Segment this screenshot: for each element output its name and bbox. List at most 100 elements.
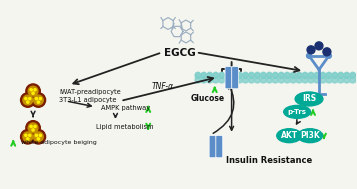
Ellipse shape: [201, 77, 207, 83]
FancyBboxPatch shape: [209, 136, 216, 158]
Ellipse shape: [338, 72, 343, 78]
Ellipse shape: [219, 77, 225, 83]
Text: 3T3-L1 adipocyte: 3T3-L1 adipocyte: [59, 97, 116, 103]
Ellipse shape: [285, 77, 290, 83]
Circle shape: [28, 123, 38, 133]
Ellipse shape: [291, 77, 296, 83]
Circle shape: [26, 121, 40, 135]
Text: TNF-α: TNF-α: [152, 82, 174, 91]
Bar: [195, 73, 356, 82]
Ellipse shape: [237, 77, 242, 83]
Ellipse shape: [267, 72, 272, 78]
Ellipse shape: [296, 72, 302, 78]
Ellipse shape: [219, 72, 225, 78]
Circle shape: [30, 89, 32, 91]
Circle shape: [34, 125, 36, 128]
Text: Lipid metabolism: Lipid metabolism: [96, 124, 153, 130]
Ellipse shape: [284, 105, 311, 118]
Ellipse shape: [278, 77, 284, 83]
Ellipse shape: [207, 77, 212, 83]
Circle shape: [323, 48, 331, 56]
Ellipse shape: [213, 72, 218, 78]
Ellipse shape: [255, 77, 260, 83]
Ellipse shape: [314, 72, 320, 78]
Circle shape: [34, 132, 43, 142]
Text: AKT: AKT: [281, 131, 298, 140]
Circle shape: [28, 86, 38, 96]
Ellipse shape: [356, 72, 357, 78]
Ellipse shape: [237, 72, 242, 78]
Ellipse shape: [302, 72, 308, 78]
FancyBboxPatch shape: [232, 67, 238, 89]
Ellipse shape: [255, 72, 260, 78]
Ellipse shape: [231, 77, 236, 83]
Text: PI3K: PI3K: [300, 131, 320, 140]
Circle shape: [21, 93, 35, 107]
Ellipse shape: [308, 77, 314, 83]
Text: EGCG: EGCG: [164, 48, 196, 58]
Circle shape: [26, 84, 40, 98]
Circle shape: [35, 134, 37, 136]
Circle shape: [307, 53, 312, 58]
Circle shape: [29, 98, 31, 100]
Circle shape: [23, 95, 32, 105]
Ellipse shape: [320, 77, 326, 83]
Circle shape: [32, 129, 34, 131]
Circle shape: [29, 134, 31, 136]
Circle shape: [326, 53, 331, 58]
Ellipse shape: [332, 77, 338, 83]
Ellipse shape: [272, 72, 278, 78]
Circle shape: [21, 129, 35, 144]
Text: AMPK pathway: AMPK pathway: [101, 105, 150, 111]
Circle shape: [32, 92, 34, 94]
Ellipse shape: [332, 72, 338, 78]
Ellipse shape: [261, 72, 266, 78]
Ellipse shape: [320, 72, 326, 78]
Ellipse shape: [291, 72, 296, 78]
Circle shape: [315, 42, 323, 50]
Ellipse shape: [249, 77, 254, 83]
Text: iWAT-preadipocyte: iWAT-preadipocyte: [59, 89, 121, 95]
Text: Glucose: Glucose: [191, 94, 225, 103]
Circle shape: [39, 98, 41, 100]
Ellipse shape: [298, 129, 322, 143]
Ellipse shape: [213, 77, 218, 83]
Ellipse shape: [225, 77, 230, 83]
Ellipse shape: [326, 72, 332, 78]
Ellipse shape: [338, 77, 343, 83]
Text: white adipocyte beiging: white adipocyte beiging: [21, 140, 97, 145]
Ellipse shape: [201, 72, 207, 78]
Text: p-Trs: p-Trs: [288, 109, 307, 115]
Ellipse shape: [207, 72, 212, 78]
Circle shape: [35, 98, 37, 100]
Circle shape: [31, 129, 46, 144]
Ellipse shape: [243, 72, 248, 78]
Ellipse shape: [314, 77, 320, 83]
Circle shape: [307, 46, 315, 54]
FancyBboxPatch shape: [225, 67, 232, 89]
Circle shape: [37, 101, 40, 103]
Circle shape: [30, 125, 32, 128]
Circle shape: [23, 132, 32, 142]
Circle shape: [37, 138, 40, 140]
Ellipse shape: [243, 77, 248, 83]
Ellipse shape: [195, 72, 201, 78]
Ellipse shape: [295, 92, 323, 106]
Ellipse shape: [277, 129, 302, 143]
Ellipse shape: [350, 72, 356, 78]
Circle shape: [25, 134, 27, 136]
Ellipse shape: [249, 72, 254, 78]
Circle shape: [25, 98, 27, 100]
Ellipse shape: [278, 72, 284, 78]
Ellipse shape: [231, 72, 236, 78]
Ellipse shape: [308, 72, 314, 78]
Circle shape: [34, 95, 43, 105]
Ellipse shape: [272, 77, 278, 83]
Text: IRS: IRS: [302, 94, 316, 103]
Ellipse shape: [344, 72, 350, 78]
Ellipse shape: [344, 77, 350, 83]
Circle shape: [39, 134, 41, 136]
Ellipse shape: [296, 77, 302, 83]
Ellipse shape: [261, 77, 266, 83]
Ellipse shape: [350, 77, 356, 83]
